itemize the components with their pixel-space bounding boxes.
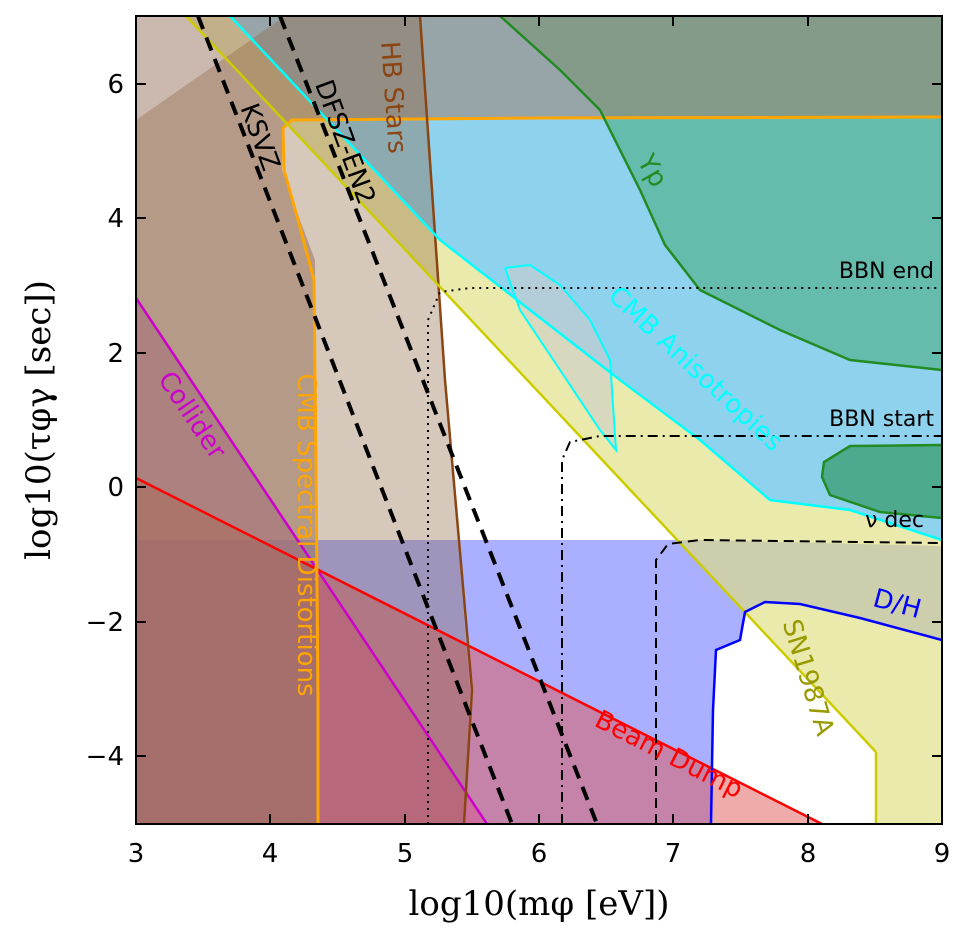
yp-boundary [499, 16, 942, 372]
x-tick-label: 9 [934, 839, 951, 869]
y-tick-label: −2 [86, 608, 124, 638]
dh-boundary [709, 600, 942, 824]
plot-area [136, 16, 942, 824]
y-axis-label: log10(τφγ [sec]) [19, 280, 59, 560]
x-tick-label: 4 [262, 839, 279, 869]
cmb-spectral-boundary [281, 115, 942, 824]
beam-dump-boundary [136, 476, 823, 824]
y-tick-label: −4 [86, 742, 124, 772]
cmb-anis-island-boundary [504, 263, 618, 454]
hb-stars-boundary [418, 16, 474, 824]
label-bbn-end: BBN end [839, 259, 934, 284]
bbn-start-line [561, 435, 942, 824]
label-nu-dec: ν dec [865, 508, 924, 533]
label-bbn-start: BBN start [829, 407, 934, 432]
x-tick-label: 3 [128, 839, 145, 869]
y-tick-label: 2 [107, 339, 124, 369]
y-tick-label: 0 [107, 473, 124, 503]
region-yp-inner [822, 445, 942, 518]
cmb-anisotropies-boundary [229, 16, 942, 542]
y-tick-labels: −4 −2 0 2 4 6 [86, 70, 124, 772]
label-cmb-spectral: CMB Spectral Distortions [291, 373, 321, 696]
region-hb-stars [136, 16, 470, 824]
x-tick-labels: 3 4 5 6 7 8 9 [128, 839, 951, 869]
y-tick-label: 4 [107, 204, 124, 234]
nu-dec-line [655, 538, 942, 824]
collider-boundary [136, 297, 489, 824]
region-cmb-spectral [136, 16, 942, 824]
y-tick-label: 6 [107, 70, 124, 100]
ksvz-line [196, 16, 514, 824]
dfsz-en2-line [278, 16, 599, 824]
x-axis-label: log10(mφ [eV]) [409, 884, 670, 924]
x-tick-label: 6 [531, 839, 548, 869]
x-ticks [269, 16, 809, 824]
x-tick-label: 7 [665, 839, 682, 869]
x-tick-label: 5 [397, 839, 414, 869]
y-ticks [136, 83, 942, 757]
yp-inner-boundary [820, 443, 942, 520]
x-tick-label: 8 [800, 839, 817, 869]
bbn-end-line [427, 287, 942, 824]
sn1987a-boundary [185, 16, 877, 753]
